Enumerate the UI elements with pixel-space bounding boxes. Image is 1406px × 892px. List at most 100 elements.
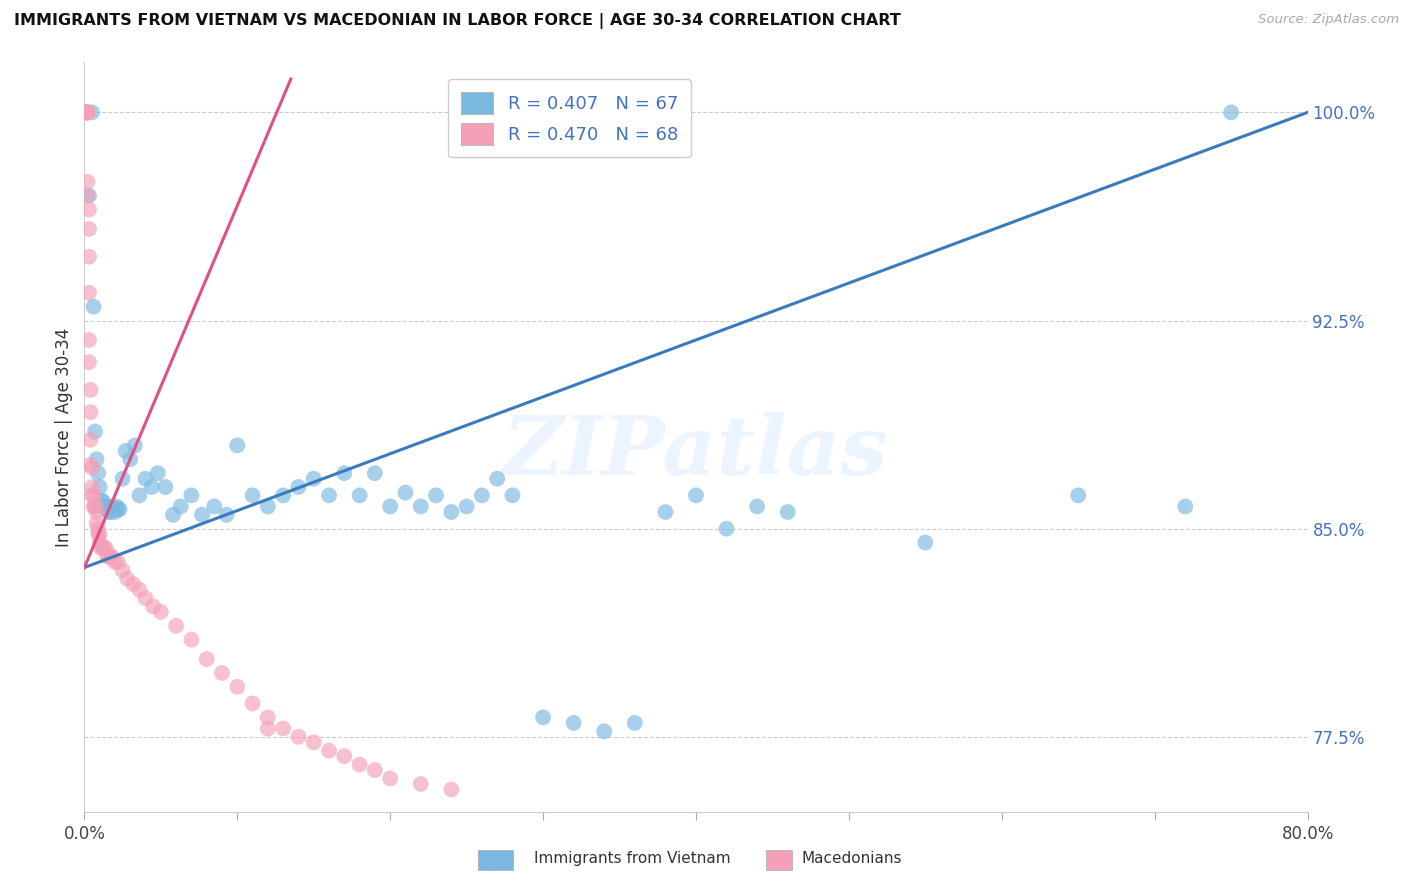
Point [77, 333, 100, 347]
Point [776, 505, 799, 519]
Point [107, 555, 129, 569]
Point [747, 500, 769, 514]
Text: Source: ZipAtlas.com: Source: ZipAtlas.com [1258, 13, 1399, 27]
Point [77, 355, 100, 369]
Point [97, 549, 120, 564]
Point [257, 500, 280, 514]
Point [287, 730, 309, 744]
Point [96, 500, 118, 514]
Point [93, 500, 115, 514]
Point [502, 488, 524, 502]
Point [226, 438, 249, 452]
Point [89, 535, 111, 549]
Point [1220, 105, 1243, 120]
Point [79, 458, 101, 472]
Point [624, 715, 647, 730]
Point [128, 582, 150, 597]
Point [914, 535, 936, 549]
Point [115, 572, 138, 586]
Point [98, 505, 121, 519]
Point [104, 505, 127, 519]
Text: IMMIGRANTS FROM VIETNAM VS MACEDONIAN IN LABOR FORCE | AGE 30-34 CORRELATION CHA: IMMIGRANTS FROM VIETNAM VS MACEDONIAN IN… [14, 13, 901, 29]
Point [302, 472, 325, 486]
Point [86, 505, 108, 519]
Point [486, 472, 509, 486]
Point [1067, 488, 1090, 502]
Point [180, 488, 202, 502]
Point [75, 105, 97, 120]
Point [349, 757, 371, 772]
Point [77, 202, 100, 217]
Point [364, 466, 387, 480]
Point [76, 105, 98, 120]
Point [394, 485, 416, 500]
Point [87, 527, 110, 541]
Point [98, 549, 121, 564]
Point [80, 488, 103, 502]
Point [215, 508, 238, 522]
Point [107, 502, 129, 516]
Point [135, 472, 157, 486]
Text: Immigrants from Vietnam: Immigrants from Vietnam [534, 851, 731, 865]
Point [80, 460, 103, 475]
Point [96, 549, 118, 564]
Point [456, 500, 478, 514]
Point [141, 480, 163, 494]
Point [76, 105, 98, 120]
Point [211, 665, 233, 680]
Point [105, 500, 128, 514]
Point [94, 502, 117, 516]
Point [90, 494, 112, 508]
Point [142, 599, 165, 614]
Point [76, 175, 98, 189]
Point [111, 563, 134, 577]
Point [191, 508, 214, 522]
Point [114, 444, 136, 458]
Point [91, 541, 114, 555]
Point [79, 383, 101, 397]
Point [83, 500, 105, 514]
Point [75, 105, 97, 120]
Point [101, 549, 124, 564]
Point [165, 619, 187, 633]
Point [318, 744, 340, 758]
Point [77, 188, 100, 202]
Point [242, 697, 264, 711]
Point [409, 777, 432, 791]
Point [226, 680, 249, 694]
Point [146, 466, 169, 480]
Point [180, 632, 202, 647]
Point [122, 577, 145, 591]
Point [287, 480, 309, 494]
Point [83, 300, 105, 314]
Point [170, 500, 193, 514]
Point [84, 425, 107, 439]
Point [76, 105, 98, 120]
Point [90, 541, 112, 555]
Point [593, 724, 616, 739]
Point [93, 541, 115, 555]
Point [89, 480, 111, 494]
Point [104, 555, 127, 569]
Point [1174, 500, 1197, 514]
Point [86, 452, 108, 467]
Point [271, 488, 294, 502]
Point [89, 527, 111, 541]
Point [440, 782, 463, 797]
Point [128, 488, 150, 502]
Point [162, 508, 184, 522]
Point [271, 722, 294, 736]
Point [135, 591, 157, 605]
Point [349, 488, 371, 502]
Point [195, 652, 218, 666]
Point [471, 488, 494, 502]
Point [120, 452, 142, 467]
Point [77, 285, 100, 300]
Point [302, 735, 325, 749]
Text: Macedonians: Macedonians [801, 851, 901, 865]
Point [409, 500, 432, 514]
Point [654, 505, 676, 519]
Point [111, 472, 134, 486]
Point [103, 502, 125, 516]
Point [242, 488, 264, 502]
